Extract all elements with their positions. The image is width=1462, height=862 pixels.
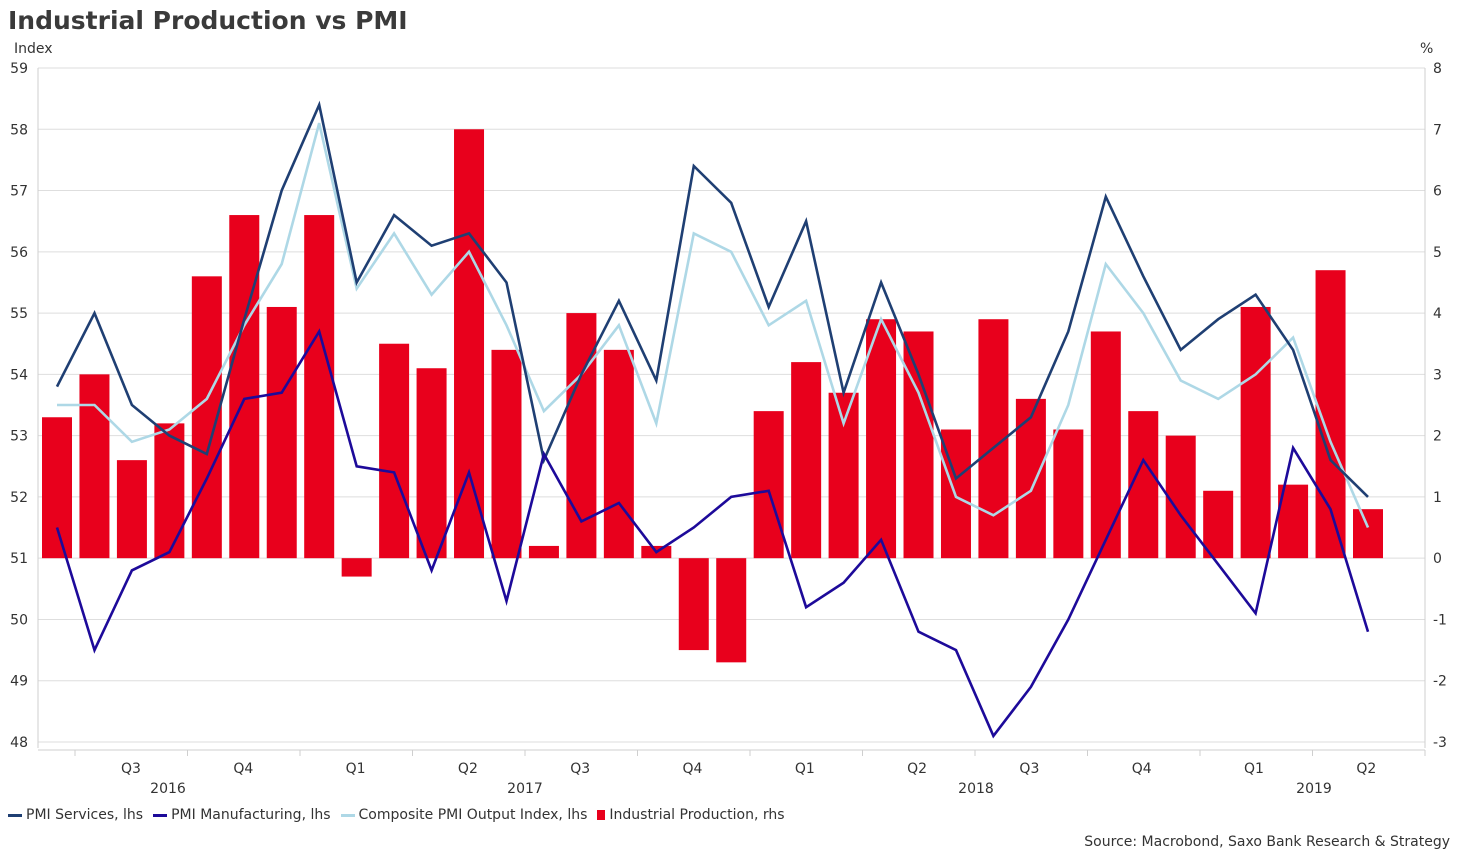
left-tick-label: 50	[10, 612, 28, 628]
left-tick-label: 57	[10, 184, 28, 200]
quarter-label: Q3	[570, 761, 590, 777]
left-tick-label: 53	[10, 429, 28, 445]
industrial-production-bar	[341, 558, 372, 577]
industrial-production-bar	[1353, 509, 1383, 559]
industrial-production-bar	[454, 129, 485, 559]
right-tick-label: 3	[1433, 367, 1442, 383]
right-tick-label: 8	[1433, 61, 1442, 77]
pmi-manufacturing-lhs-line	[55, 328, 1370, 739]
pmi-services-lhs-line	[55, 100, 1369, 498]
legend-label-industrial: Industrial Production, rhs	[609, 807, 785, 823]
quarter-label: Q4	[1132, 761, 1152, 777]
right-tick-label: -2	[1433, 674, 1447, 690]
legend-item-services[interactable]: PMI Services, lhs	[8, 807, 143, 823]
industrial-production-bar	[1015, 398, 1046, 559]
industrial-production-bar	[903, 331, 934, 559]
quarter-label: Q4	[233, 761, 253, 777]
year-label: 2018	[958, 781, 994, 797]
left-tick-label: 51	[10, 551, 28, 567]
industrial-production-bar	[716, 558, 747, 663]
industrial-production-bar	[828, 392, 859, 559]
industrial-production-bar	[116, 460, 147, 559]
left-axis-title: Index	[14, 41, 53, 57]
right-tick-label: 5	[1433, 245, 1442, 261]
right-tick-label: -3	[1433, 735, 1447, 751]
chart-title: Industrial Production vs PMI	[8, 6, 408, 35]
quarter-label: Q2	[458, 761, 478, 777]
legend-swatch-composite	[340, 813, 355, 817]
legend-swatch-services	[8, 813, 22, 817]
year-label: 2016	[150, 781, 186, 797]
left-tick-label: 58	[10, 122, 28, 138]
left-tick-label: 52	[10, 490, 28, 506]
quarter-label: Q2	[1356, 761, 1376, 777]
right-axis-title: %	[1420, 41, 1433, 57]
industrial-production-bar	[379, 343, 410, 559]
industrial-production-bar	[791, 362, 822, 559]
industrial-production-bar	[304, 215, 335, 559]
legend-item-composite[interactable]: Composite PMI Output Index, lhs	[340, 807, 588, 823]
industrial-production-bar	[678, 558, 709, 651]
quarter-label: Q1	[1244, 761, 1264, 777]
right-tick-label: 4	[1433, 306, 1442, 322]
legend-label-manufacturing: PMI Manufacturing, lhs	[171, 807, 331, 823]
industrial-production-bar	[1240, 306, 1271, 559]
industrial-production-bar	[154, 423, 185, 559]
industrial-production-bar	[1165, 435, 1196, 559]
legend: PMI Services, lhs PMI Manufacturing, lhs…	[8, 807, 785, 823]
industrial-production-bar	[1090, 331, 1121, 559]
left-tick-label: 55	[10, 306, 28, 322]
legend-label-services: PMI Services, lhs	[26, 807, 144, 823]
right-tick-label: 7	[1433, 122, 1442, 138]
legend-item-manufacturing[interactable]: PMI Manufacturing, lhs	[153, 807, 331, 823]
industrial-production-bar	[753, 411, 784, 559]
right-tick-label: -1	[1433, 612, 1447, 628]
industrial-production-bar	[266, 306, 297, 559]
quarter-label: Q1	[346, 761, 366, 777]
quarter-label: Q2	[907, 761, 927, 777]
left-tick-label: 54	[10, 367, 28, 383]
legend-label-composite: Composite PMI Output Index, lhs	[358, 807, 588, 823]
right-tick-label: 6	[1433, 184, 1442, 200]
left-tick-label: 49	[10, 674, 28, 690]
legend-item-industrial[interactable]: Industrial Production, rhs	[597, 807, 785, 823]
left-tick-label: 59	[10, 61, 28, 77]
industrial-production-bar	[528, 545, 559, 559]
industrial-production-bar	[229, 215, 260, 559]
industrial-production-bar	[1128, 411, 1159, 559]
year-label: 2019	[1296, 781, 1332, 797]
industrial-production-bar	[1203, 490, 1234, 559]
quarter-label: Q1	[795, 761, 815, 777]
legend-swatch-industrial	[597, 810, 606, 820]
industrial-production-bar	[42, 417, 72, 559]
source-note: Source: Macrobond, Saxo Bank Research & …	[1084, 834, 1450, 850]
chart-area: 484950515253545556575859-3-2-1012345678I…	[10, 41, 1447, 797]
composite-pmi-output-index-lhs-line	[57, 122, 1370, 529]
quarter-label: Q4	[683, 761, 703, 777]
quarter-label: Q3	[1019, 761, 1039, 777]
right-tick-label: 0	[1433, 551, 1442, 567]
industrial-production-bar	[866, 319, 897, 559]
industrial-production-bar	[416, 368, 447, 559]
legend-swatch-manufacturing	[153, 813, 168, 817]
industrial-production-bar	[491, 349, 522, 559]
quarter-label: Q3	[121, 761, 141, 777]
year-label: 2017	[507, 781, 543, 797]
industrial-production-bar	[603, 349, 634, 559]
left-tick-label: 48	[10, 735, 28, 751]
right-tick-label: 2	[1433, 429, 1442, 445]
industrial-production-bar	[79, 374, 110, 559]
right-tick-label: 1	[1433, 490, 1442, 506]
left-tick-label: 56	[10, 245, 28, 261]
industrial-production-bar	[1053, 429, 1084, 559]
